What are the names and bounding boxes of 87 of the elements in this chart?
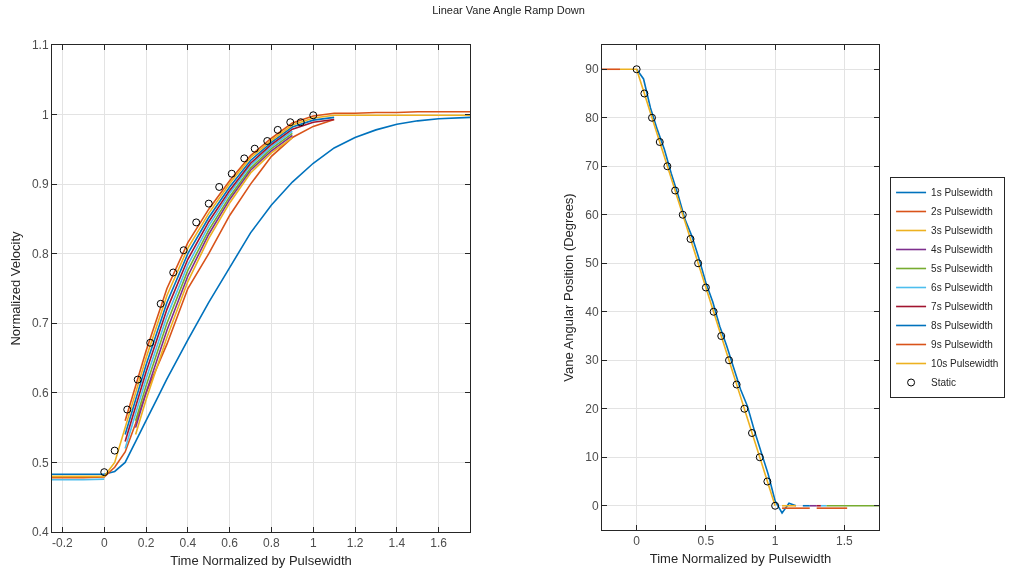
y-tick-label: 70 <box>585 159 599 174</box>
y-tick-label: 1 <box>41 107 49 122</box>
point <box>192 218 201 227</box>
y-tick-label: 20 <box>585 401 599 416</box>
legend-label: 9s Pulsewidth <box>931 339 993 351</box>
point <box>204 199 213 208</box>
legend-label: 8s Pulsewidth <box>931 320 993 332</box>
point <box>725 356 733 365</box>
y-axis-title: Vane Angular Position (Degrees) <box>561 193 577 382</box>
point <box>740 404 749 413</box>
y-tick-label: 1.1 <box>31 38 49 53</box>
point <box>632 65 641 74</box>
point <box>686 235 695 243</box>
point <box>123 405 132 414</box>
x-tick-label: 0 <box>633 534 641 549</box>
point <box>146 338 155 347</box>
point <box>100 468 109 477</box>
legend-label: Static <box>931 377 957 389</box>
x-tick-label: 0 <box>100 536 108 551</box>
legend-label: 2s Pulsewidth <box>931 206 993 218</box>
x-tick-label: 0.8 <box>263 536 281 551</box>
point <box>296 118 305 127</box>
x-tick-label: 0.4 <box>179 536 197 551</box>
y-tick-label: 30 <box>585 353 599 368</box>
legend-label: 3s Pulsewidth <box>931 225 993 237</box>
legend-label: 10s Pulsewidth <box>931 358 999 370</box>
x-tick-label: 1.4 <box>388 536 406 551</box>
x-tick-label: 1.6 <box>430 536 448 551</box>
point <box>250 144 259 153</box>
y-tick-label: 0.8 <box>31 246 49 261</box>
x-tick-label: 0.5 <box>697 534 715 549</box>
point <box>694 259 703 268</box>
y-tick-label: 0.7 <box>31 316 49 331</box>
point <box>763 477 772 486</box>
point <box>286 118 295 127</box>
line-series <box>124 110 470 422</box>
point <box>648 113 656 122</box>
point <box>309 111 318 120</box>
x-tick-label: 0.6 <box>221 536 239 551</box>
point <box>169 268 178 277</box>
x-tick-label: 1 <box>771 534 779 549</box>
x-tick-label: 0.2 <box>137 536 155 551</box>
point <box>263 137 272 146</box>
point <box>771 501 780 510</box>
y-tick-label: 60 <box>585 207 599 222</box>
y-tick-label: 0.5 <box>31 455 49 470</box>
x-tick-label: 1.2 <box>346 536 364 551</box>
point <box>755 453 764 462</box>
y-tick-label: 10 <box>585 450 599 465</box>
point <box>732 380 741 389</box>
point <box>273 125 282 134</box>
y-tick-label: 40 <box>585 304 599 319</box>
point <box>179 246 188 255</box>
x-axis-title: Time Normalized by Pulsewidth <box>649 551 832 566</box>
point <box>717 332 726 340</box>
point <box>655 138 664 146</box>
legend-label: 5s Pulsewidth <box>931 263 993 275</box>
legend-label: 7s Pulsewidth <box>931 301 993 313</box>
y-tick-label: 50 <box>585 256 599 271</box>
legend-label: 6s Pulsewidth <box>931 282 993 294</box>
point <box>110 446 119 455</box>
point <box>748 429 756 437</box>
y-tick-label: 90 <box>585 62 599 77</box>
point <box>133 375 142 384</box>
point <box>640 89 649 98</box>
point <box>709 307 718 316</box>
point <box>678 210 687 219</box>
point <box>227 169 236 178</box>
legend-label: 1s Pulsewidth <box>931 187 993 199</box>
y-tick-label: 80 <box>585 110 599 125</box>
x-tick-label: -0.2 <box>52 536 74 551</box>
point <box>701 283 710 292</box>
point <box>671 186 680 195</box>
point <box>215 182 224 191</box>
point <box>663 162 672 171</box>
point <box>240 154 249 163</box>
x-tick-label: 1 <box>309 536 317 551</box>
x-tick-label: 1.5 <box>836 534 854 549</box>
text: Linear Vane Angle Ramp Down <box>431 4 586 16</box>
line-series <box>52 118 335 479</box>
x-axis-title: Time Normalized by Pulsewidth <box>170 553 352 568</box>
y-tick-label: 0.6 <box>31 386 49 401</box>
y-axis-title: Normalized Velocity <box>7 230 23 346</box>
legend-label: 4s Pulsewidth <box>931 244 993 256</box>
y-tick-label: 0.9 <box>31 177 49 192</box>
y-tick-label: 0 <box>591 498 599 513</box>
point <box>156 299 165 308</box>
